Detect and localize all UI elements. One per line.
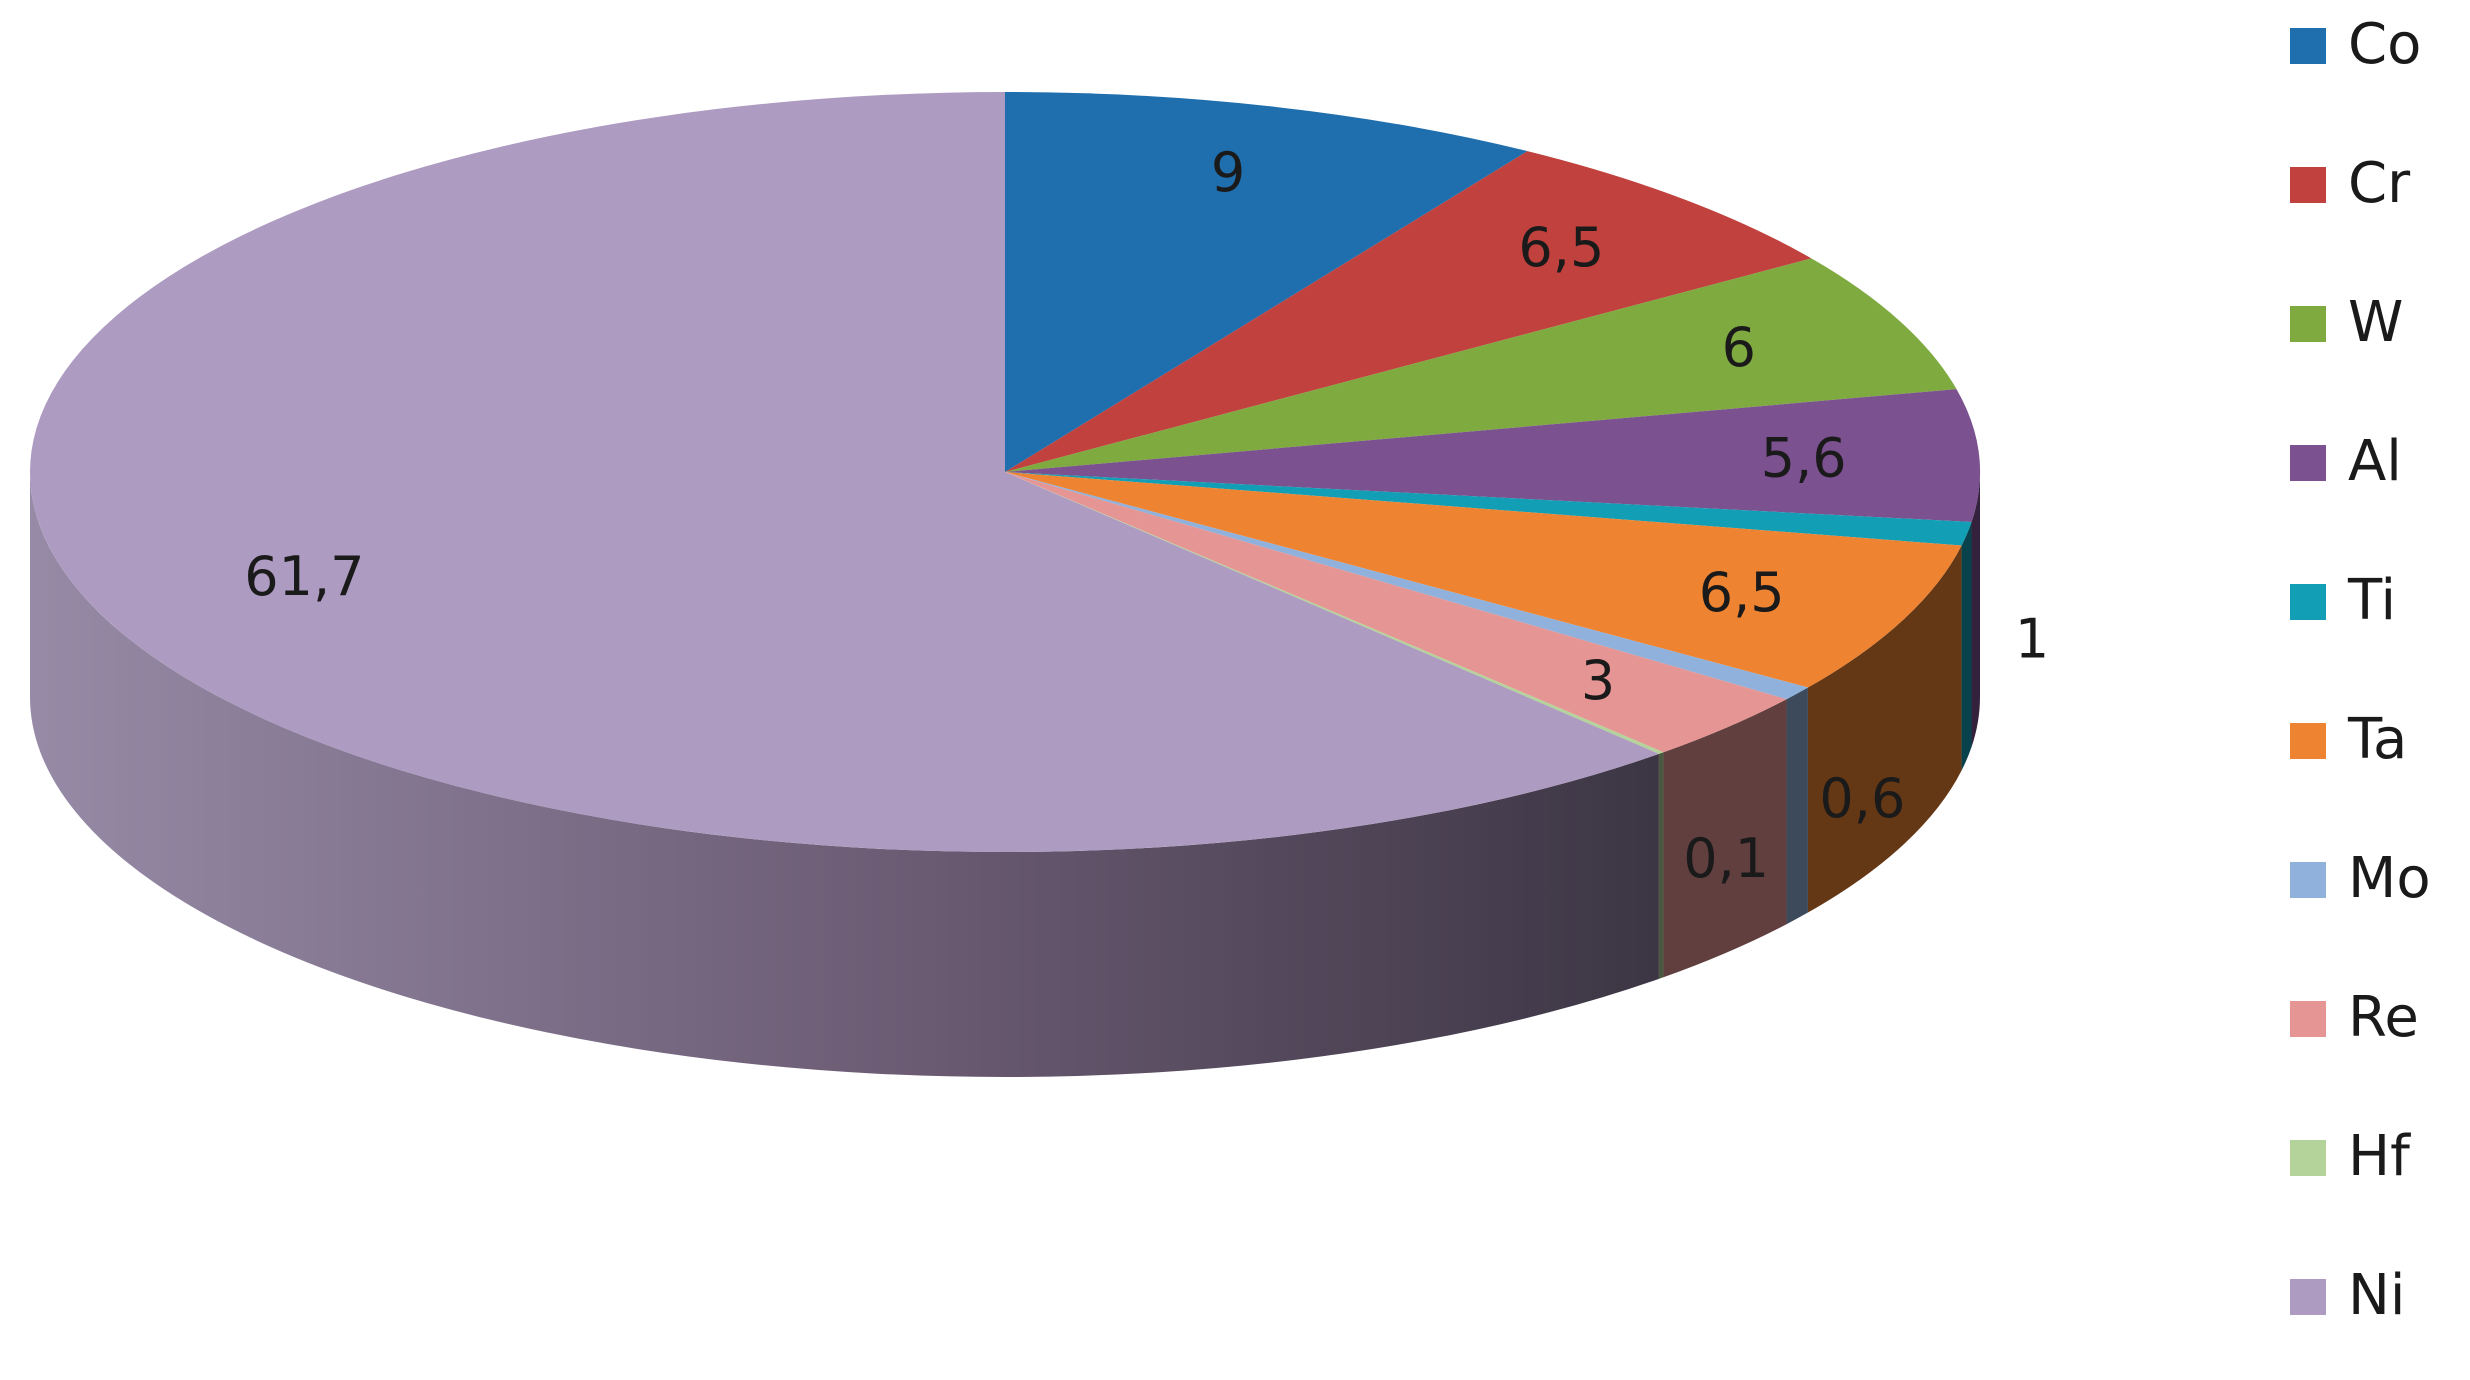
pie-slice-cr: [1005, 151, 1812, 472]
legend-swatch-re: [2290, 1001, 2326, 1037]
pie-top-face: [30, 92, 1980, 852]
legend-label-re: Re: [2348, 985, 2419, 1050]
pie-slice-ta: [1005, 472, 1962, 688]
data-label-hf: 0,1: [1683, 827, 1769, 890]
data-label-cr: 6,5: [1518, 216, 1604, 279]
legend-label-w: W: [2348, 290, 2403, 355]
pie-slice-al: [1005, 389, 1980, 522]
legend-swatch-ti: [2290, 584, 2326, 620]
legend-label-cr: Cr: [2348, 151, 2411, 216]
data-label-mo: 0,6: [1819, 767, 1905, 830]
data-label-ta: 6,5: [1699, 561, 1785, 624]
side-wall-hf: [1658, 752, 1664, 979]
side-wall-ni: [30, 472, 1659, 1077]
data-label-re: 3: [1581, 649, 1615, 712]
legend-swatch-cr: [2290, 167, 2326, 203]
side-wall-re: [1663, 699, 1787, 978]
pie-slice-ti: [1005, 472, 1972, 546]
legend-label-co: Co: [2348, 12, 2421, 77]
legend-swatch-hf: [2290, 1140, 2326, 1176]
legend-label-ni: Ni: [2348, 1263, 2405, 1328]
data-labels: 9 6,5 65,6 1 6,5 0,6 3 0,1 61,7: [244, 141, 2049, 890]
legend-swatch-ni: [2290, 1279, 2326, 1315]
legend-label-ti: Ti: [2347, 568, 2396, 633]
legend-label-al: Al: [2348, 429, 2402, 494]
side-wall-mo: [1786, 687, 1808, 925]
side-wall-al: [1971, 472, 1980, 747]
legend-swatch-ta: [2290, 723, 2326, 759]
legend-swatch-w: [2290, 306, 2326, 342]
legend-swatch-co: [2290, 28, 2326, 64]
data-label-al: 5,6: [1761, 426, 1847, 489]
data-label-ni: 61,7: [244, 545, 364, 608]
legend-label-hf: Hf: [2348, 1124, 2411, 1189]
data-label-co: 9: [1211, 141, 1245, 204]
side-wall-ta: [1807, 545, 1962, 913]
data-label-ti: 1: [2015, 608, 2049, 671]
pie-slice-ni: [30, 92, 1659, 852]
legend-swatch-mo: [2290, 862, 2326, 898]
pie-slice-mo: [1005, 472, 1808, 700]
legend: Co Cr W Al Ti Ta Mo Re Hf Ni: [2290, 12, 2431, 1328]
side-wall-ti: [1961, 521, 1972, 771]
pie-slice-hf: [1005, 472, 1664, 754]
legend-label-ta: Ta: [2347, 707, 2407, 772]
legend-label-mo: Mo: [2348, 846, 2431, 911]
data-label-w: 6: [1722, 316, 1756, 379]
legend-swatch-al: [2290, 445, 2326, 481]
pie-side-walls: [30, 472, 1980, 1077]
pie-slice-re: [1005, 472, 1787, 753]
pie-slice-co: [1005, 92, 1528, 472]
pie-slice-w: [1005, 258, 1957, 472]
